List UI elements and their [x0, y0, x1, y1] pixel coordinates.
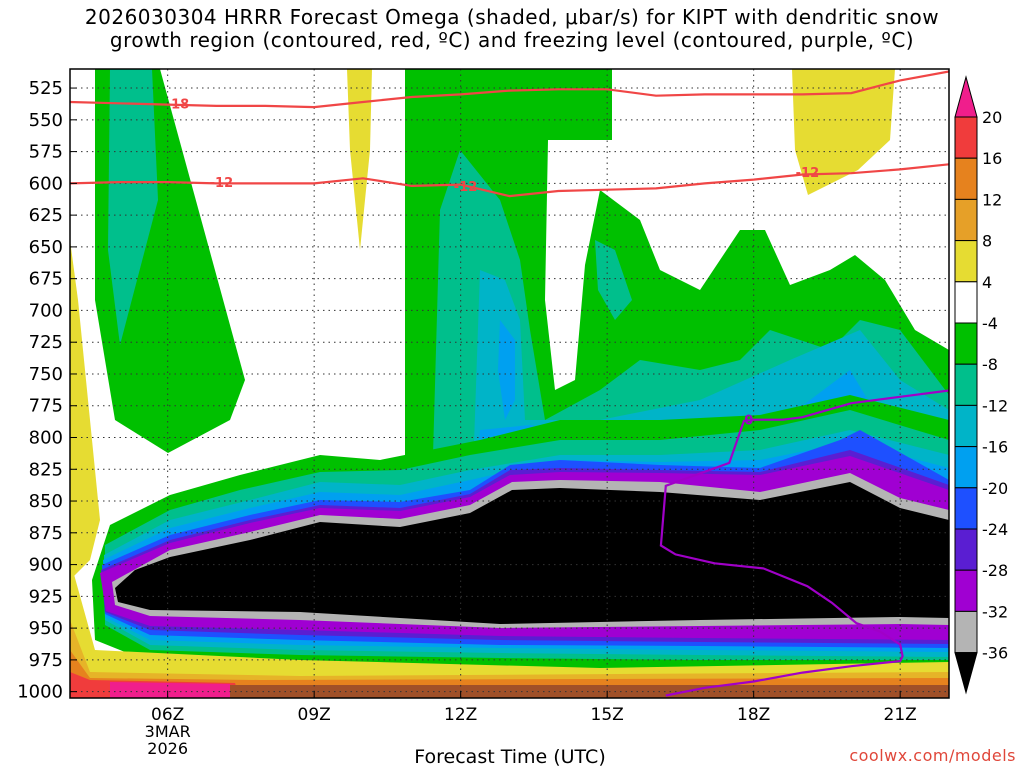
x-date-label-0: 3MAR: [145, 722, 191, 741]
omega-region-black-core: [115, 482, 949, 624]
chart-title-line-2: growth region (contoured, red, ºC) and f…: [109, 28, 915, 52]
colorbar-label-10: -24: [982, 520, 1008, 539]
y-tick-label-775: 775: [29, 396, 63, 417]
y-tick-label-625: 625: [29, 205, 63, 226]
colorbar-segment-12: [954, 569, 978, 612]
colorbar-label-1: 16: [982, 149, 1002, 168]
colorbar: 20 16 12 8 4 -4 -8 -12 -16 -20 -24 -28 -32 -36: [954, 75, 1008, 695]
colorbar-label-8: -16: [982, 438, 1008, 457]
plot-frame: [69, 68, 950, 699]
freezing-level-label: 0: [744, 414, 753, 429]
colorbar-label-9: -20: [982, 479, 1008, 498]
omega-field: [70, 69, 949, 698]
colorbar-segment-7: [954, 363, 978, 406]
y-tick-label-525: 525: [29, 78, 63, 99]
y-tick-label-850: 850: [29, 491, 63, 512]
y-tick-label-900: 900: [29, 555, 63, 576]
y-tick-label-550: 550: [29, 110, 63, 131]
chart-title: 2026030304 HRRR Forecast Omega (shaded, …: [0, 6, 1024, 52]
temperature-contours: -18 -12 -12 -12 0: [70, 70, 949, 697]
y-tick-label-750: 750: [29, 364, 63, 385]
colorbar-segment-8: [954, 404, 978, 448]
y-tick-label-1000: 1000: [17, 682, 63, 703]
colorbar-label-0: 20: [982, 108, 1002, 127]
colorbar-segment-5: [954, 281, 978, 324]
dgz-contour-label-1-c: -12: [796, 166, 820, 181]
colorbar-segment-11: [954, 528, 978, 571]
x-tick-label-06Z: 06Z: [151, 705, 184, 725]
colorbar-arrow-top: [954, 75, 978, 118]
credit-link[interactable]: coolwx.com/models: [849, 746, 1016, 765]
omega-region-sky-upper: [498, 320, 515, 420]
colorbar-label-5: -4: [982, 314, 998, 333]
x-tick-label-12Z: 12Z: [444, 705, 477, 725]
y-tick-label-600: 600: [29, 173, 63, 194]
omega-region-gold-surface-band: [70, 620, 949, 692]
omega-region-yellow-right-column: [792, 69, 895, 195]
y-tick-label-825: 825: [29, 459, 63, 480]
x-tick-label-09Z: 09Z: [298, 705, 331, 725]
colorbar-label-12: -32: [982, 602, 1008, 621]
colorbar-segment-4: [954, 240, 978, 283]
y-tick-label-700: 700: [29, 300, 63, 321]
colorbar-label-2: 12: [982, 190, 1002, 209]
y-tick-label-725: 725: [29, 332, 63, 353]
freezing-level-line: [659, 389, 949, 697]
colorbar-segment-6: [954, 322, 978, 365]
omega-region-teal-upper: [108, 69, 158, 345]
chart-title-line-1: 2026030304 HRRR Forecast Omega (shaded, …: [84, 5, 940, 29]
colorbar-label-4: 4: [982, 273, 992, 292]
x-tick-label-15Z: 15Z: [591, 705, 624, 725]
colorbar-segment-10: [954, 487, 978, 530]
x-tick-label-18Z: 18Z: [737, 705, 770, 725]
omega-region-yellow-left-column: [347, 69, 372, 250]
colorbar-label-3: 8: [982, 232, 992, 251]
y-axis: 525 550 575 600 625 650 675 700 725 750 775 800 825 8…: [17, 78, 77, 703]
dgz-contour-line-0: [70, 70, 949, 109]
colorbar-segment-1: [954, 116, 978, 159]
colorbar-segment-3: [954, 198, 978, 242]
y-tick-label-950: 950: [29, 618, 63, 639]
dgz-contour-label-0-a: -18: [166, 97, 190, 112]
y-tick-label-650: 650: [29, 237, 63, 258]
y-tick-label-925: 925: [29, 586, 63, 607]
colorbar-arrow-bottom: [954, 652, 978, 695]
colorbar-label-13: -36: [982, 644, 1008, 663]
colorbar-segment-2: [954, 157, 978, 200]
y-tick-label-800: 800: [29, 428, 63, 449]
dgz-contour-label-1-b: -12: [454, 180, 478, 195]
colorbar-segment-13: [954, 610, 978, 654]
gridlines: [70, 69, 949, 698]
x-axis-label: Forecast Time (UTC): [414, 746, 606, 768]
y-tick-label-575: 575: [29, 142, 63, 163]
omega-region-magenta-surface: [110, 682, 232, 698]
colorbar-label-7: -12: [982, 396, 1008, 415]
y-tick-label-675: 675: [29, 269, 63, 290]
omega-region-teal-right: [595, 240, 632, 320]
y-tick-label-975: 975: [29, 650, 63, 671]
x-tick-label-21Z: 21Z: [884, 705, 917, 725]
omega-region-brown-ground: [230, 685, 949, 698]
y-tick-label-875: 875: [29, 523, 63, 544]
omega-region-yellow-left-edge: [70, 240, 100, 580]
colorbar-segment-9: [954, 446, 978, 489]
colorbar-label-6: -8: [982, 355, 998, 374]
dgz-contour-line-1: [70, 163, 949, 198]
x-date-label-1: 2026: [147, 739, 188, 758]
dgz-contour-label-1-a: -12: [210, 176, 234, 191]
colorbar-label-11: -28: [982, 561, 1008, 580]
